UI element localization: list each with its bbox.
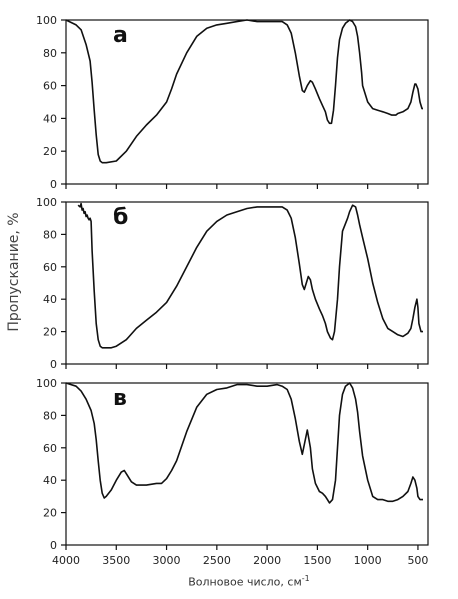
plot-frame (65, 382, 429, 546)
y-tick-label: 80 (43, 47, 57, 60)
x-tick-label: 3000 (153, 554, 181, 567)
x-tick-label: 4000 (52, 554, 80, 567)
y-axis-title-text: Пропускание, % (6, 212, 22, 332)
y-tick-label: 20 (43, 507, 57, 520)
y-tick-label: 40 (43, 474, 57, 487)
y-tick-label: 100 (36, 196, 57, 209)
y-tick-label: 20 (43, 145, 57, 158)
x-axis-title-text: Волновое число, см (188, 575, 302, 589)
x-tick-label: 2500 (203, 554, 231, 567)
panel-label: в (113, 386, 127, 411)
y-tick-label: 20 (43, 326, 57, 339)
spectrum-line (77, 202, 423, 349)
y-tick-label: 0 (50, 178, 57, 191)
y-tick-label: 100 (36, 377, 57, 390)
x-tick-label: 1000 (354, 554, 382, 567)
y-tick-label: 80 (43, 409, 57, 422)
y-tick-label: 60 (43, 80, 57, 93)
x-tick-label: 1500 (303, 554, 331, 567)
y-tick-label: 80 (43, 228, 57, 241)
x-axis-title-superscript: -1 (301, 574, 310, 583)
spectrum-line (65, 382, 423, 504)
x-tick-label: 2000 (253, 554, 281, 567)
y-tick-label: 0 (50, 539, 57, 552)
y-tick-label: 60 (43, 442, 57, 455)
panel-label: б (113, 205, 128, 230)
x-axis-title: Волновое число, см-1 (0, 574, 458, 589)
x-tick-label: 500 (407, 554, 428, 567)
y-tick-label: 0 (50, 358, 57, 371)
plot-frame (65, 201, 429, 365)
y-tick-label: 40 (43, 293, 57, 306)
panel-label: а (113, 23, 128, 48)
y-tick-label: 40 (43, 112, 57, 125)
spectrum-line (65, 19, 423, 164)
x-tick-label: 3500 (102, 554, 130, 567)
y-tick-label: 60 (43, 261, 57, 274)
y-tick-label: 100 (36, 14, 57, 27)
